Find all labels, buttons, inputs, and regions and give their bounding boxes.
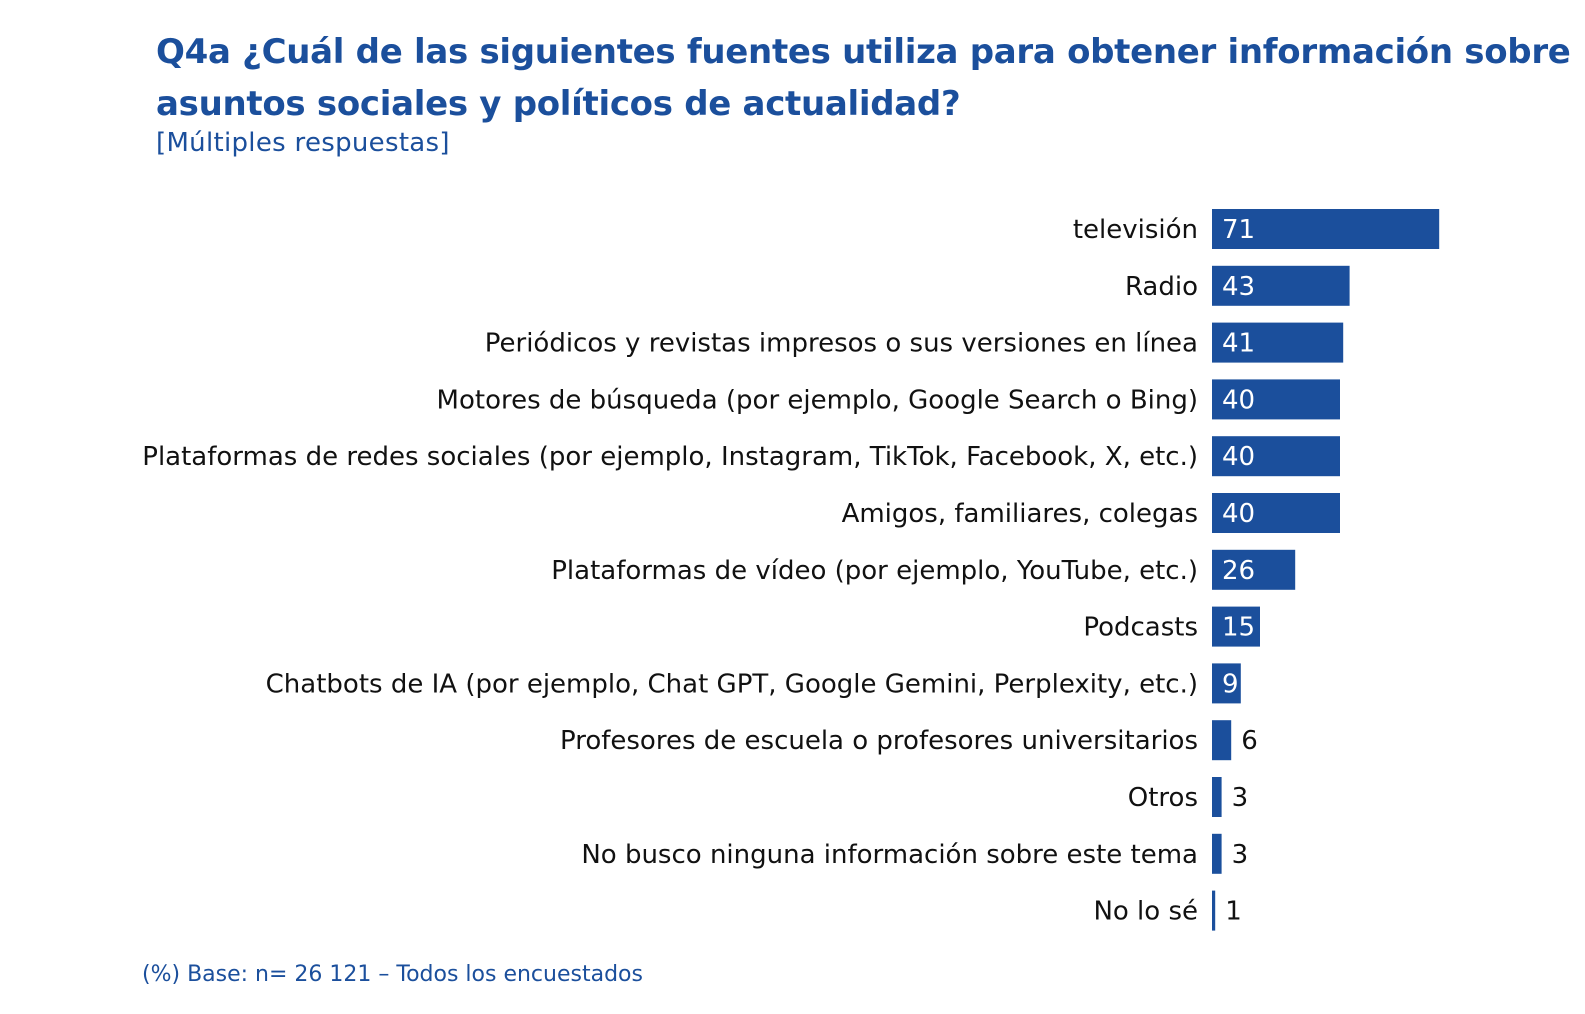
category-label: Otros [1128, 783, 1198, 813]
chart-title: Q4a ¿Cuál de las siguientes fuentes util… [156, 32, 1571, 124]
bar [1212, 549, 1296, 590]
category-label: Podcasts [1083, 613, 1198, 643]
bar [1212, 322, 1344, 363]
bar [1212, 209, 1440, 249]
value-label: 40 [1222, 442, 1255, 472]
category-label: Chatbots de IA (por ejemplo, Chat GPT, G… [266, 669, 1198, 699]
bar [1212, 493, 1340, 533]
value-label: 3 [1232, 783, 1249, 813]
bar [1212, 606, 1260, 647]
chart-subtitle: [Múltiples respuestas] [156, 128, 450, 158]
value-label: 1 [1225, 897, 1242, 927]
value-label: 71 [1222, 215, 1255, 245]
category-label: No busco ninguna información sobre este … [581, 840, 1198, 870]
bar [1212, 663, 1241, 704]
category-label: Profesores de escuela o profesores unive… [560, 726, 1198, 756]
category-label: Plataformas de redes sociales (por ejemp… [142, 442, 1198, 472]
value-label: 40 [1222, 499, 1255, 529]
base-footnote: (%) Base: n= 26 121 – Todos los encuesta… [142, 962, 643, 987]
category-label: Amigos, familiares, colegas [842, 499, 1198, 529]
value-label: 15 [1222, 613, 1255, 643]
bar [1212, 833, 1222, 874]
category-label: No lo sé [1093, 897, 1198, 927]
category-label: Radio [1125, 272, 1198, 302]
value-label: 26 [1222, 556, 1255, 586]
category-label: Motores de búsqueda (por ejemplo, Google… [437, 385, 1198, 415]
bar [1212, 265, 1350, 306]
bar [1212, 720, 1232, 761]
category-label: Plataformas de vídeo (por ejemplo, YouTu… [551, 556, 1198, 586]
value-label: 3 [1232, 840, 1249, 870]
value-label: 40 [1222, 385, 1255, 415]
value-label: 43 [1222, 272, 1255, 302]
bar [1212, 777, 1222, 817]
bar [1212, 379, 1340, 420]
bar [1212, 890, 1216, 931]
value-label: 9 [1222, 669, 1239, 699]
category-label: televisión [1073, 215, 1198, 245]
category-label: Periódicos y revistas impresos o sus ver… [485, 329, 1198, 359]
value-label: 6 [1241, 726, 1258, 756]
bar [1212, 436, 1340, 477]
value-label: 41 [1222, 329, 1255, 359]
